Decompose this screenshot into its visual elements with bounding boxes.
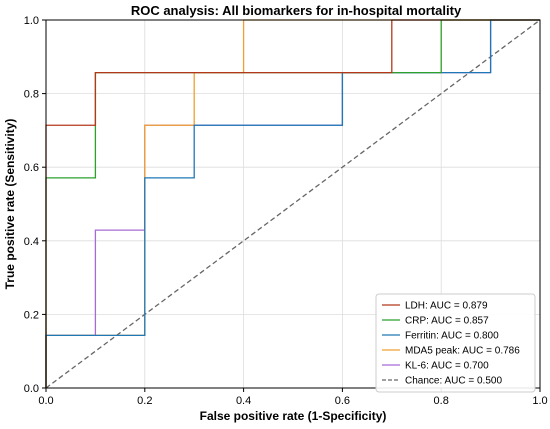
legend-label-2: Ferritin: AUC = 0.800 (405, 331, 499, 342)
y-tick-label: 0.0 (24, 383, 39, 395)
y-tick-label: 0.2 (24, 309, 39, 321)
legend: LDH: AUC = 0.879 CRP: AUC = 0.857 Ferritin… (375, 293, 536, 393)
series-line-5 (45, 19, 541, 389)
y-tick-label: 1.0 (24, 15, 39, 27)
x-tick-label: 0.0 (38, 395, 53, 407)
y-tick-label: 0.6 (24, 162, 39, 174)
x-ticks: 0.0 0.2 0.4 0.6 0.8 1.0 (38, 388, 548, 407)
y-tick-label: 0.4 (24, 236, 39, 248)
x-tick-label: 0.6 (335, 395, 350, 407)
legend-box (375, 293, 536, 393)
x-tick-label: 1.0 (532, 395, 547, 407)
legend-label-4: KL-6: AUC = 0.700 (405, 361, 489, 372)
y-axis-label: True positive rate (Sensitivity) (3, 119, 17, 290)
x-tick-label: 0.8 (434, 395, 449, 407)
series-line-2 (45, 19, 540, 388)
legend-label-1: CRP: AUC = 0.857 (405, 316, 489, 327)
y-ticks: 0.0 0.2 0.4 0.6 0.8 1.0 (24, 15, 46, 395)
y-tick-label: 0.8 (24, 89, 39, 101)
legend-label-5: Chance: AUC = 0.500 (405, 376, 502, 387)
legend-label-0: LDH: AUC = 0.879 (405, 301, 488, 312)
x-tick-label: 0.2 (137, 395, 152, 407)
legend-label-3: MDA5 peak: AUC = 0.786 (405, 346, 520, 357)
chart-title: ROC analysis: All biomarkers for in-hosp… (131, 3, 462, 18)
plot-frame (45, 19, 541, 389)
x-axis-label: False positive rate (1-Specificity) (200, 409, 387, 423)
x-tick-label: 0.4 (236, 395, 251, 407)
